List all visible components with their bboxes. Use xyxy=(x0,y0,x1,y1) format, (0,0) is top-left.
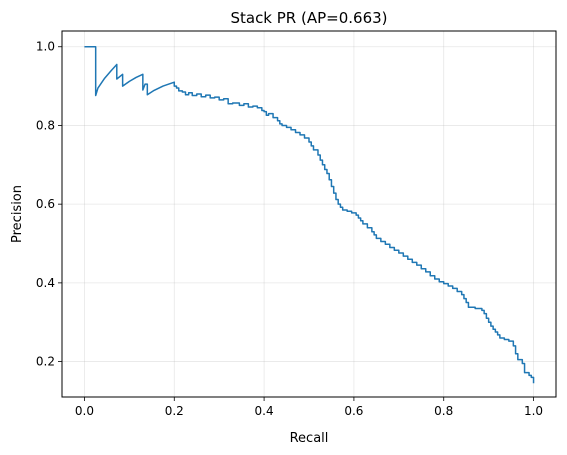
plot-area xyxy=(84,45,535,384)
grid xyxy=(62,31,556,397)
plot-frame xyxy=(61,30,557,398)
x-tick-label: 1.0 xyxy=(524,404,543,418)
y-tick-label: 0.2 xyxy=(36,355,55,369)
x-tick-label: 0.2 xyxy=(165,404,184,418)
x-axis-ticks: 0.0 0.2 0.4 0.6 0.8 1.0 xyxy=(75,397,543,418)
y-tick-label: 0.8 xyxy=(36,118,55,132)
x-tick-label: 0.4 xyxy=(255,404,274,418)
y-tick-label: 1.0 xyxy=(36,40,55,54)
x-tick-label: 0.8 xyxy=(434,404,453,418)
x-tick-label: 0.0 xyxy=(75,404,94,418)
x-axis-label: Recall xyxy=(290,431,329,446)
y-tick-label: 0.4 xyxy=(36,276,55,290)
y-axis-ticks: 0.2 0.4 0.6 0.8 1.0 xyxy=(36,40,62,369)
y-tick-label: 0.6 xyxy=(36,197,55,211)
chart-title: Stack PR (AP=0.663) xyxy=(230,9,387,27)
y-axis-label: Precision xyxy=(10,185,25,243)
x-tick-label: 0.6 xyxy=(344,404,363,418)
pr-curve-line-0 xyxy=(84,45,535,384)
